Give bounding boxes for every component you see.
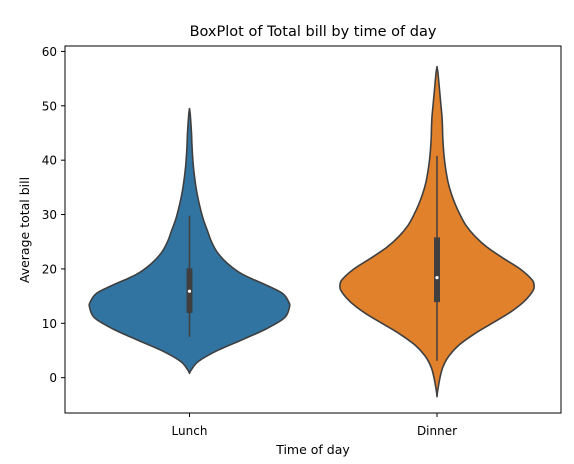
- x-tick-label-dinner: Dinner: [417, 424, 457, 438]
- x-axis: Lunch Dinner: [172, 413, 457, 438]
- y-tick-label-10: 10: [42, 317, 57, 331]
- plot-frame: [64, 45, 562, 414]
- violin-dinner: [339, 65, 535, 398]
- y-tick-label-30: 30: [42, 208, 57, 222]
- y-tick-label-60: 60: [42, 45, 57, 59]
- median-dot-dinner: [435, 276, 439, 280]
- violin-lunch: [88, 107, 291, 375]
- y-tick-label-0: 0: [49, 371, 57, 385]
- iqr-box-dinner: [434, 237, 440, 303]
- y-axis: 0 10 20 30 40 50 60: [42, 45, 65, 385]
- chart-title: BoxPlot of Total bill by time of day: [190, 24, 437, 40]
- y-tick-label-50: 50: [42, 99, 57, 113]
- x-axis-label: Time of day: [275, 442, 350, 457]
- violins-layer: [88, 65, 535, 398]
- y-tick-label-40: 40: [42, 154, 57, 168]
- y-tick-label-20: 20: [42, 262, 57, 276]
- x-tick-label-lunch: Lunch: [172, 424, 208, 438]
- y-axis-label: Average total bill: [17, 177, 32, 283]
- median-dot-lunch: [187, 289, 192, 293]
